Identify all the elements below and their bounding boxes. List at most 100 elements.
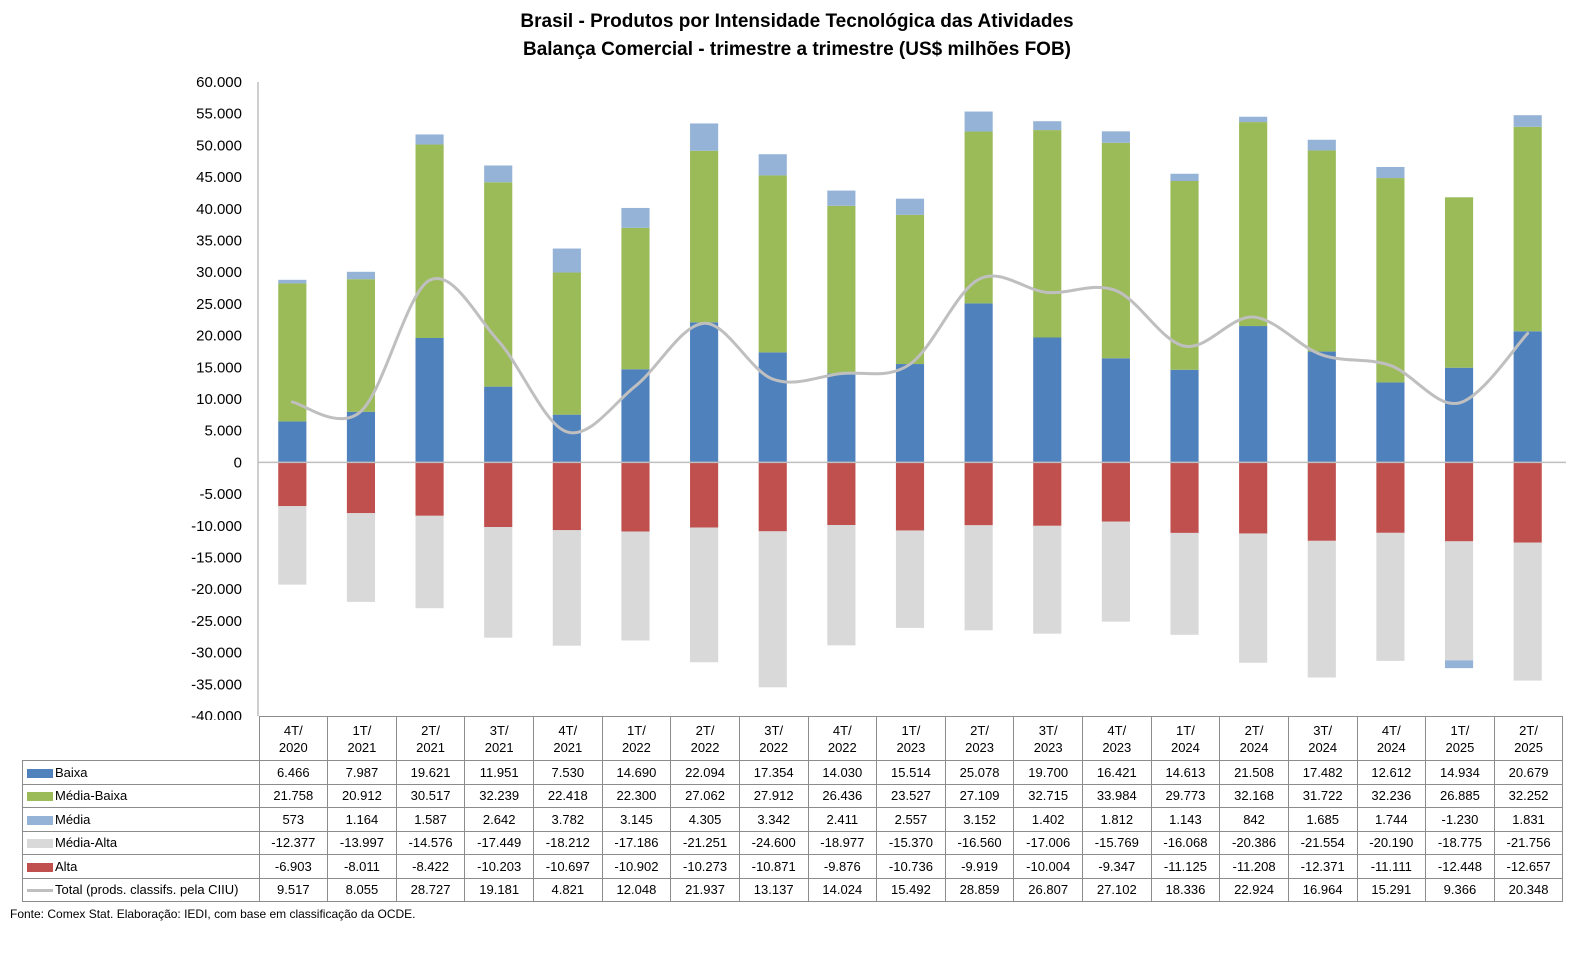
x-category-label: 4T/2024 bbox=[1356, 716, 1427, 761]
x-category-label: 4T/2022 bbox=[807, 716, 878, 761]
bar-segment-m-dia-baixa bbox=[1170, 180, 1199, 370]
x-category-label: 2T/2021 bbox=[395, 716, 466, 761]
y-tick-label: -25.000 bbox=[191, 613, 242, 630]
bar-segment-alta bbox=[1444, 462, 1474, 542]
data-label: -10.871 bbox=[738, 854, 809, 879]
data-label: 19.181 bbox=[464, 877, 534, 902]
data-label: -12.371 bbox=[1287, 854, 1358, 879]
data-label: 12.612 bbox=[1356, 760, 1427, 785]
data-label: 7.530 bbox=[533, 760, 603, 785]
data-label: 20.348 bbox=[1493, 877, 1564, 902]
total-line-layer bbox=[290, 274, 1530, 435]
bar-segment-m-dia-alta bbox=[1444, 541, 1474, 661]
data-label: -10.203 bbox=[464, 854, 534, 879]
legend-entry: Alta bbox=[22, 854, 260, 879]
bar-segment-baixa bbox=[1513, 331, 1542, 463]
table-row: Alta -6.903 -8.011 -8.422 -10.203 -10.697 -10.… bbox=[22, 854, 1564, 879]
data-label: -20.386 bbox=[1219, 830, 1289, 855]
table-row: Total (prods. classifs. pela CIIU) 9.517 8… bbox=[22, 877, 1564, 902]
bar-segment-m-dia-alta bbox=[346, 513, 376, 602]
x-category-label: 4T/2020 bbox=[258, 716, 329, 761]
bar-segment-m-dia bbox=[1513, 115, 1542, 127]
data-label: -12.377 bbox=[258, 830, 329, 855]
data-label: -18.775 bbox=[1425, 830, 1495, 855]
bar-segment-alta bbox=[1376, 462, 1405, 533]
x-category-label: 2T/2023 bbox=[944, 716, 1015, 761]
bar-segment-m-dia-baixa bbox=[1444, 197, 1474, 368]
legend-label: Alta bbox=[55, 858, 78, 874]
y-tick-label: 20.000 bbox=[196, 328, 242, 345]
y-tick-label: -15.000 bbox=[191, 550, 242, 567]
bar-segment-m-dia-alta bbox=[964, 525, 993, 631]
bar-segment-alta bbox=[690, 462, 719, 528]
legend-swatch-icon bbox=[27, 862, 53, 872]
bar-segment-m-dia bbox=[484, 165, 513, 183]
data-label: 7.987 bbox=[327, 760, 397, 785]
bar-segment-m-dia-alta bbox=[552, 530, 581, 646]
data-label: 20.679 bbox=[1493, 760, 1564, 785]
data-label: 15.291 bbox=[1356, 877, 1427, 902]
data-label: 27.062 bbox=[670, 783, 740, 808]
y-tick-label: 10.000 bbox=[196, 391, 242, 408]
bar-segment-m-dia bbox=[278, 279, 307, 284]
bar-segment-baixa bbox=[758, 352, 787, 463]
legend-swatch-icon bbox=[27, 792, 53, 802]
bar-segment-m-dia-alta bbox=[1307, 540, 1336, 678]
data-label: 13.137 bbox=[738, 877, 809, 902]
data-label: 23.527 bbox=[876, 783, 946, 808]
data-label: 28.859 bbox=[944, 877, 1015, 902]
y-tick-label: -5.000 bbox=[199, 486, 242, 503]
data-label: 32.168 bbox=[1219, 783, 1289, 808]
bar-segment-m-dia-alta bbox=[758, 531, 787, 688]
bar-segment-m-dia-baixa bbox=[1307, 150, 1336, 352]
legend-entry: Média-Baixa bbox=[22, 783, 260, 808]
bar-segment-m-dia-alta bbox=[1033, 525, 1062, 634]
data-label: -10.697 bbox=[533, 854, 603, 879]
bar-segment-baixa bbox=[1307, 351, 1336, 463]
data-label: 32.236 bbox=[1356, 783, 1427, 808]
data-label: 17.354 bbox=[738, 760, 809, 785]
bar-segment-m-dia-alta bbox=[1170, 532, 1199, 635]
x-category-label: 1T/2021 bbox=[327, 716, 397, 761]
x-category-label: 1T/2023 bbox=[876, 716, 946, 761]
data-label: 14.690 bbox=[601, 760, 672, 785]
bar-segment-alta bbox=[415, 462, 444, 516]
bar-segment-alta bbox=[1170, 462, 1199, 533]
legend-label: Média-Baixa bbox=[55, 788, 128, 804]
source-note: Fonte: Comex Stat. Elaboração: IEDI, com… bbox=[10, 907, 416, 921]
bar-segment-alta bbox=[1307, 462, 1336, 541]
bar-segment-m-dia bbox=[1033, 121, 1062, 131]
x-category-label: 3T/2022 bbox=[738, 716, 809, 761]
legend-line-icon bbox=[27, 889, 53, 893]
bar-segment-m-dia-alta bbox=[895, 530, 925, 628]
bar-segment-m-dia-baixa bbox=[1376, 178, 1405, 383]
legend-label: Total (prods. classifs. pela CIIU) bbox=[55, 882, 239, 898]
data-label: 16.421 bbox=[1082, 760, 1152, 785]
bar-segment-baixa bbox=[1444, 367, 1474, 463]
table-corner bbox=[22, 716, 260, 761]
bar-segment-m-dia bbox=[758, 154, 787, 176]
data-label: -8.011 bbox=[327, 854, 397, 879]
data-label: 25.078 bbox=[944, 760, 1015, 785]
bar-segment-m-dia-baixa bbox=[415, 144, 444, 339]
bar-segment-m-dia-baixa bbox=[1101, 142, 1130, 359]
data-label: 1.587 bbox=[395, 807, 466, 832]
y-tick-label: -20.000 bbox=[191, 581, 242, 598]
bar-segment-m-dia-baixa bbox=[1513, 126, 1542, 332]
bar-segment-m-dia bbox=[964, 111, 993, 132]
data-label: -17.006 bbox=[1013, 830, 1083, 855]
bar-segment-m-dia-alta bbox=[621, 531, 650, 641]
bar-segment-m-dia bbox=[621, 207, 650, 228]
data-label: 33.984 bbox=[1082, 783, 1152, 808]
legend-entry: Baixa bbox=[22, 760, 260, 785]
y-tick-label: -30.000 bbox=[191, 645, 242, 662]
data-label: 9.517 bbox=[258, 877, 329, 902]
bar-segment-alta bbox=[1101, 462, 1130, 522]
legend-entry: Total (prods. classifs. pela CIIU) bbox=[22, 877, 260, 902]
data-label: 27.912 bbox=[738, 783, 809, 808]
y-tick-label: 50.000 bbox=[196, 137, 242, 154]
data-label: -9.919 bbox=[944, 854, 1015, 879]
data-label: 32.715 bbox=[1013, 783, 1083, 808]
chart-title: Brasil - Produtos por Intensidade Tecnol… bbox=[0, 8, 1594, 64]
x-category-label: 2T/2025 bbox=[1493, 716, 1564, 761]
